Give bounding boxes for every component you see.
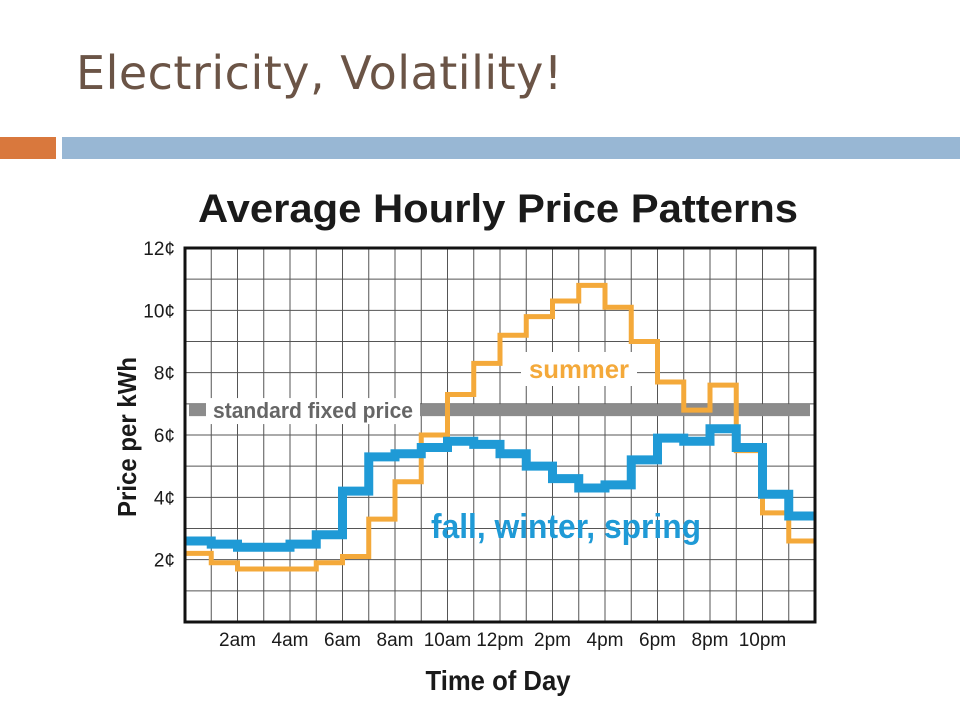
standard-fixed-price-label: standard fixed price (213, 398, 413, 423)
x-tick-label: 8pm (692, 630, 729, 651)
standard-fixed-price-line: standard fixed price (189, 398, 810, 425)
standard-fixed-price-label-background (206, 398, 420, 425)
x-tick-label: 8am (377, 630, 414, 651)
x-tick-label: 10am (424, 630, 472, 651)
plot-frame (183, 246, 817, 624)
x-tick-label: 2pm (534, 630, 571, 651)
x-tick-label: 4pm (587, 630, 624, 651)
y-tick-label: 6¢ (154, 426, 175, 447)
title-accent-bar-blue (62, 137, 960, 159)
title-accent-bar-orange (0, 137, 56, 159)
y-axis-label: Price per kWh (112, 357, 142, 517)
fall-winter-spring-label: fall, winter, spring (431, 508, 701, 546)
summer-label: summer (529, 354, 629, 384)
series-line-fall-winter-spring (185, 424, 815, 552)
y-tick-label: 4¢ (154, 488, 175, 509)
y-tick-label: 2¢ (154, 551, 175, 572)
series-labels: summer fall, winter, spring (431, 352, 701, 546)
x-axis-label: Time of Day (426, 665, 571, 696)
summer-label-background (521, 352, 637, 386)
series-line-summer (185, 282, 815, 572)
x-tick-label: 6pm (639, 630, 676, 651)
y-tick-label: 8¢ (154, 364, 175, 385)
x-tick-label: 6am (324, 630, 361, 651)
y-tick-labels: 2¢ 4¢ 6¢ 8¢ 10¢ 12¢ (143, 239, 175, 572)
slide-title: Electricity, Volatility! (76, 46, 563, 100)
x-tick-label: 12pm (476, 630, 524, 651)
y-tick-label: 10¢ (143, 301, 175, 322)
x-tick-label: 10pm (739, 630, 787, 651)
price-series (185, 282, 815, 572)
plot-border (183, 246, 817, 624)
y-tick-label: 12¢ (143, 239, 175, 260)
x-tick-labels: 2am 4am 6am 8am 10am 12pm 2pm 4pm 6pm 8pm 10pm (219, 630, 786, 651)
chart-title: Average Hourly Price Patterns (198, 187, 798, 231)
x-tick-label: 4am (272, 630, 309, 651)
x-tick-label: 2am (219, 630, 256, 651)
